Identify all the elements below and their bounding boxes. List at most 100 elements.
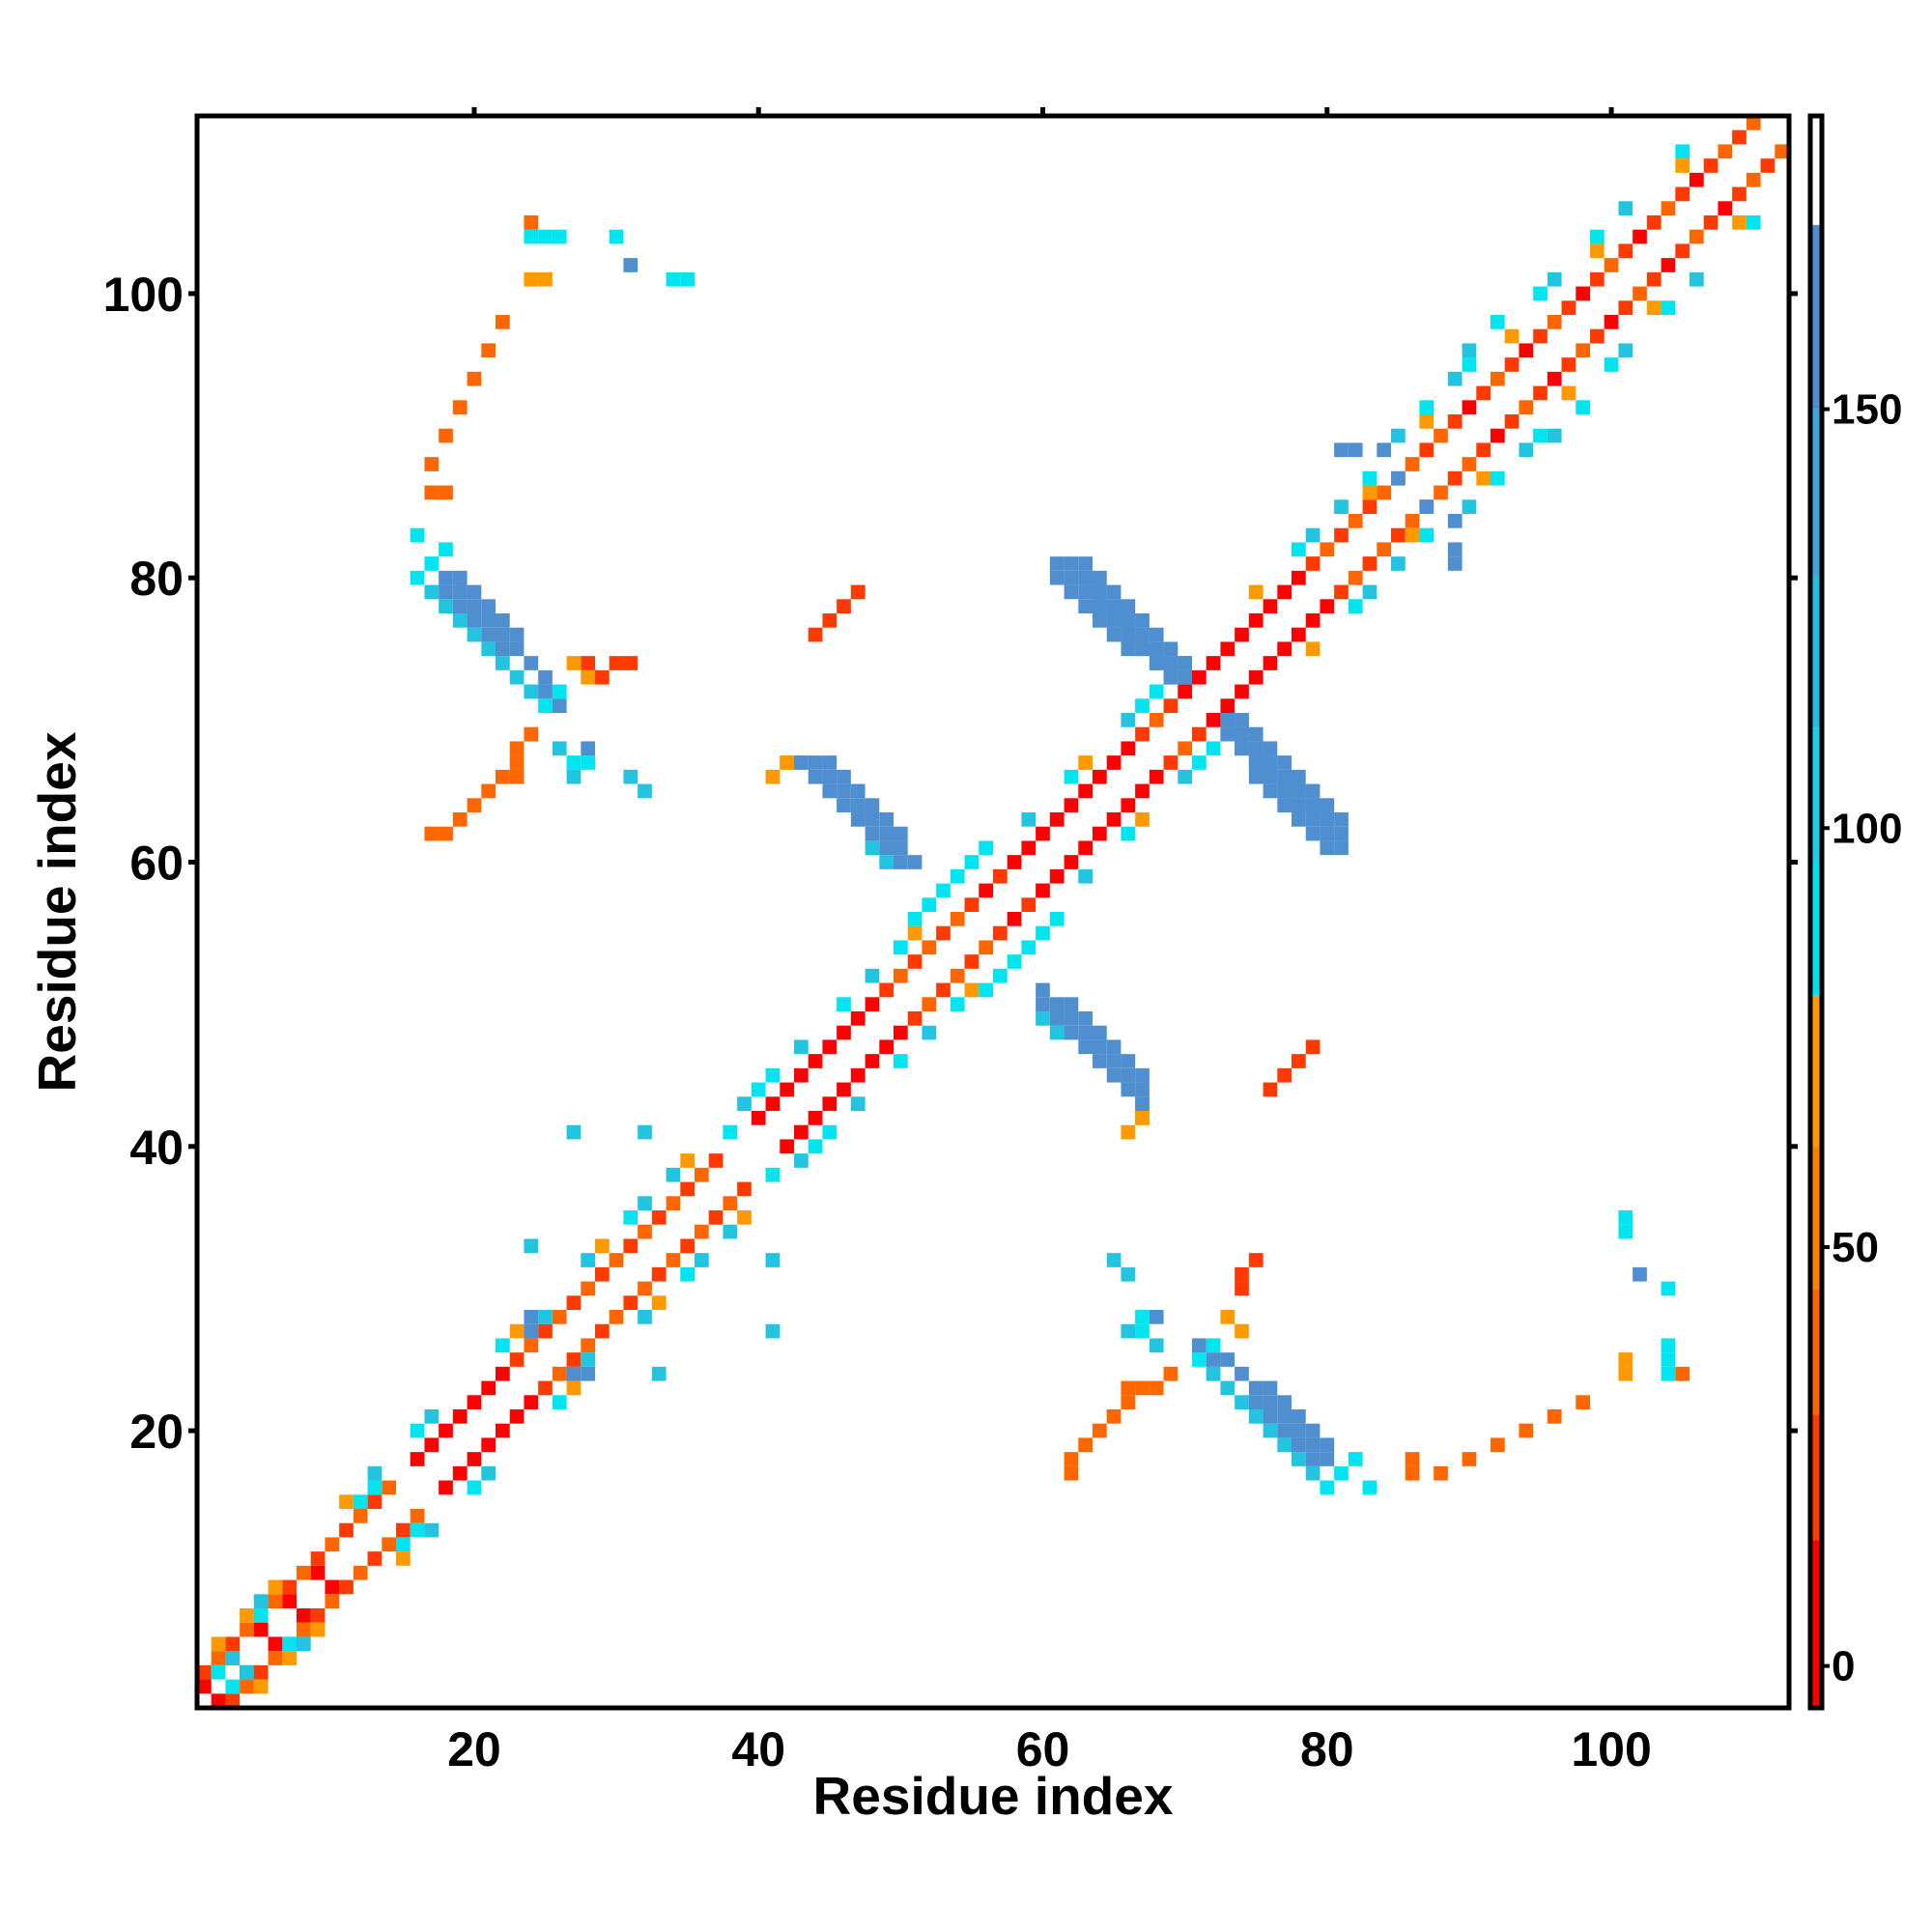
heatmap-cell [1277, 1409, 1292, 1424]
y-tick-label: 60 [129, 837, 184, 891]
heatmap-cell [1049, 868, 1065, 884]
heatmap-cell [695, 1224, 709, 1239]
heatmap-cell [1405, 1465, 1420, 1481]
heatmap-cell [837, 599, 851, 613]
heatmap-cell [1049, 997, 1065, 1011]
heatmap-cell [424, 1437, 440, 1453]
colorbar-band [1810, 1146, 1822, 1290]
heatmap-cell [1149, 1310, 1164, 1324]
heatmap-cell [907, 912, 923, 926]
heatmap-cell [1078, 584, 1093, 600]
heatmap-cell [1093, 1423, 1107, 1438]
heatmap-cell [310, 1608, 326, 1623]
heatmap-cell [1149, 656, 1164, 670]
heatmap-cell [481, 343, 496, 358]
heatmap-cell [1248, 1409, 1264, 1424]
heatmap-cell [723, 1224, 738, 1239]
heatmap-cell [1277, 798, 1292, 812]
heatmap-cell [509, 1352, 525, 1367]
heatmap-cell [1292, 1054, 1306, 1068]
heatmap-cell [538, 669, 553, 685]
heatmap-cell [1462, 499, 1477, 514]
heatmap-cell [936, 982, 951, 998]
heatmap-cell [524, 726, 539, 742]
heatmap-cell [1036, 997, 1050, 1011]
heatmap-cell [780, 1082, 794, 1097]
heatmap-cell [382, 1537, 396, 1552]
heatmap-cell [1135, 627, 1150, 642]
heatmap-cell [1135, 783, 1150, 799]
heatmap-cell [382, 1480, 396, 1495]
heatmap-cell [1049, 812, 1065, 827]
heatmap-cell [822, 1039, 838, 1055]
heatmap-cell [325, 1579, 340, 1595]
heatmap-cell [1334, 442, 1349, 458]
heatmap-cell [581, 669, 595, 685]
heatmap-cell [424, 1522, 440, 1538]
heatmap-cell [1533, 328, 1548, 344]
heatmap-cell [638, 1310, 652, 1324]
heatmap-cell [424, 584, 440, 600]
heatmap-cell [1220, 713, 1236, 727]
heatmap-cell [1277, 584, 1292, 600]
heatmap-cell [1447, 414, 1463, 429]
heatmap-cell [1447, 470, 1463, 486]
heatmap-cell [808, 1139, 823, 1154]
heatmap-cell [1163, 669, 1179, 685]
heatmap-cell [197, 1664, 212, 1680]
heatmap-cell [1504, 328, 1520, 344]
heatmap-cell [1590, 271, 1605, 287]
heatmap-cell [424, 1409, 440, 1424]
heatmap-cell [1220, 1352, 1236, 1367]
heatmap-cell [1348, 570, 1363, 585]
heatmap-cell [1618, 1210, 1634, 1225]
heatmap-cell [353, 1494, 368, 1509]
heatmap-cell [1149, 769, 1164, 784]
heatmap-cell [1405, 514, 1420, 528]
heatmap-cell [1320, 812, 1335, 827]
heatmap-cell [1292, 1452, 1306, 1466]
heatmap-cell [850, 1067, 866, 1083]
heatmap-cell [538, 1323, 553, 1339]
heatmap-cell [1178, 684, 1192, 699]
heatmap-cell [865, 798, 880, 812]
heatmap-cell [211, 1693, 226, 1708]
heatmap-cell [1618, 1352, 1634, 1367]
heatmap-cell [1078, 1025, 1093, 1040]
heatmap-cell [253, 1679, 269, 1694]
heatmap-cell [1334, 499, 1349, 514]
heatmap-cell [1419, 527, 1435, 543]
heatmap-cell [566, 1366, 582, 1381]
heatmap-cell [1206, 1366, 1221, 1381]
heatmap-cell [1419, 442, 1435, 458]
heatmap-cell [1362, 485, 1378, 500]
heatmap-cell [1036, 883, 1050, 898]
heatmap-cell [865, 840, 880, 856]
x-tick-label: 60 [1016, 1722, 1070, 1776]
heatmap-cell [1476, 442, 1491, 458]
colorbar-tick-label: 0 [1832, 1643, 1855, 1690]
heatmap-cell [1618, 1224, 1634, 1239]
colorbar-band [1810, 861, 1822, 996]
heatmap-cell [1305, 798, 1321, 812]
heatmap-cell [552, 684, 567, 699]
heatmap-cell [1248, 584, 1264, 600]
heatmap-cell [1121, 1124, 1136, 1140]
heatmap-cell [1248, 741, 1264, 756]
heatmap-cell [1292, 1437, 1306, 1453]
heatmap-cell [1135, 812, 1150, 827]
heatmap-cell [211, 1651, 226, 1665]
heatmap-cell [481, 1380, 496, 1396]
heatmap-cell [282, 1579, 297, 1595]
heatmap-cell [1305, 783, 1321, 799]
heatmap-cell [1661, 1281, 1676, 1296]
heatmap-cell [1121, 1380, 1136, 1396]
heatmap-cell [1447, 542, 1463, 557]
heatmap-cell [993, 925, 1008, 941]
y-tick-label: 100 [103, 268, 184, 322]
heatmap-cell [1547, 1409, 1562, 1424]
heatmap-cell [907, 855, 923, 869]
heatmap-cell [566, 755, 582, 770]
heatmap-cell [1248, 1395, 1264, 1409]
